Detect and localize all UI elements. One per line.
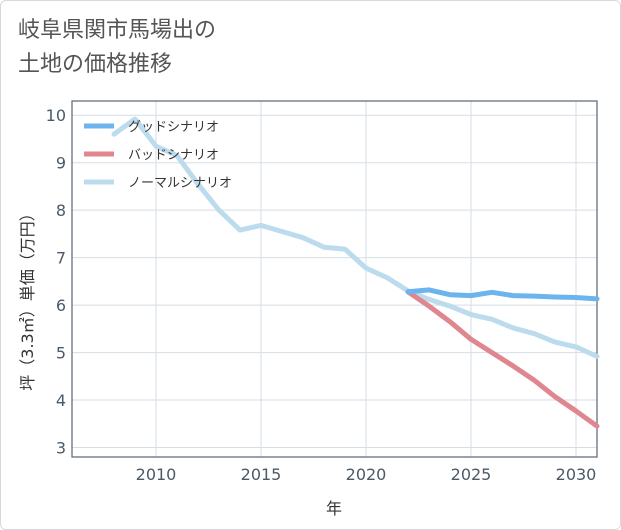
y-tick-label: 4 [56, 391, 66, 410]
y-tick-label: 10 [46, 106, 66, 125]
legend-label-good: グッドシナリオ [128, 120, 219, 135]
legend-label-normal: ノーマルシナリオ [128, 176, 232, 191]
plot-frame [71, 100, 598, 458]
y-tick-label: 6 [56, 296, 66, 315]
y-tick-labels: 3 4 5 6 7 8 9 10 [46, 106, 66, 457]
series-line-good [405, 287, 600, 302]
x-tick-labels: 2010 2015 2020 2025 2030 [136, 465, 597, 484]
y-tick-label: 5 [56, 344, 66, 363]
series-line-bad [405, 289, 600, 429]
series-line-normal [111, 116, 600, 359]
x-tick-label: 2025 [451, 465, 492, 484]
x-tick-label: 2010 [136, 465, 177, 484]
x-tick-label: 2020 [346, 465, 387, 484]
grid [72, 101, 597, 457]
x-tick-label: 2030 [556, 465, 597, 484]
legend-label-bad: バッドシナリオ [128, 148, 219, 163]
y-tick-label: 3 [56, 439, 66, 458]
x-tick-label: 2015 [241, 465, 282, 484]
chart-title: 岐阜県関市馬場出の 土地の価格推移 [18, 18, 217, 77]
y-tick-label: 9 [56, 154, 66, 173]
y-tick-label: 8 [56, 201, 66, 220]
x-axis-title: 年 [326, 499, 342, 518]
y-tick-label: 7 [56, 249, 66, 268]
y-axis-title: 坪（3.3㎡）単価（万円） [18, 205, 37, 390]
series-lines [111, 116, 600, 429]
